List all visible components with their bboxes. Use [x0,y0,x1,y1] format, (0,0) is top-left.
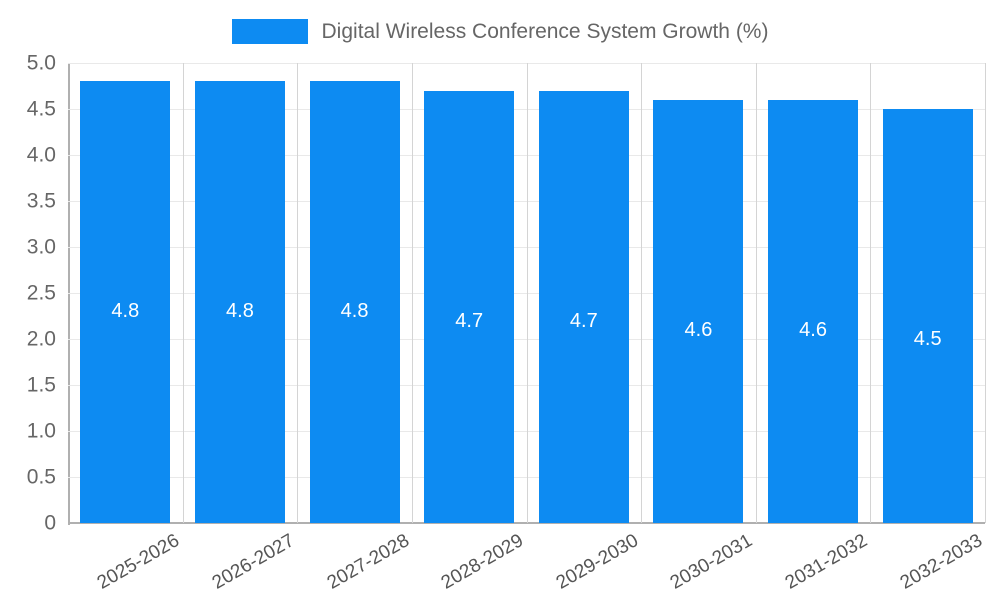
x-axis-tick-label: 2025-2026 [94,530,184,594]
y-axis-tick-label: 0 [44,511,56,535]
bar-value-label: 4.8 [226,300,254,323]
gridline-vertical [870,63,871,523]
y-axis-tick-label: 4.0 [26,143,56,167]
gridline-vertical [985,63,986,523]
bar[interactable]: 4.8 [80,81,171,523]
legend-color-swatch[interactable] [231,18,308,44]
y-axis-tick-label: 1.5 [26,373,56,397]
bar-value-label: 4.6 [799,318,827,341]
y-axis-tick-label: 3.5 [26,189,56,213]
gridline-horizontal [68,431,985,432]
bar[interactable]: 4.5 [882,109,973,523]
bar[interactable]: 4.8 [194,81,285,523]
plot-area: 4.8 4.8 4.8 4.7 4.7 4.6 4.6 4.5 [68,63,986,524]
gridline-horizontal [68,293,985,294]
bar[interactable]: 4.6 [653,99,744,523]
gridline-vertical [527,63,528,523]
x-axis-baseline [68,522,985,524]
bar-value-label: 4.7 [569,309,598,332]
y-axis-tick-label: 4.5 [26,97,56,121]
y-axis-line [68,63,70,525]
bar[interactable]: 4.8 [309,81,400,523]
chart-legend: Digital Wireless Conference System Growt… [0,14,1000,48]
gridline-horizontal [68,385,985,386]
bar[interactable]: 4.7 [538,90,629,523]
gridline-horizontal [68,155,985,156]
gridline-vertical [641,63,642,523]
gridline-vertical [183,63,184,523]
gridline-horizontal [68,339,985,340]
bar-value-label: 4.5 [913,328,942,350]
gridline-horizontal [68,247,985,248]
gridline-horizontal [68,477,985,478]
bar[interactable]: 4.7 [424,90,515,523]
bar-value-label: 4.7 [455,309,484,332]
gridline-horizontal [68,201,985,202]
gridline-vertical [297,63,298,523]
gridline-horizontal [68,63,985,64]
bar-value-label: 4.6 [684,318,713,341]
y-axis-tick-label: 1.0 [26,419,56,443]
y-axis-tick-label: 2.5 [26,281,56,305]
y-axis-tick-label: 5.0 [26,51,56,75]
y-axis-tick-label: 0.5 [26,465,56,489]
bar[interactable]: 4.6 [768,99,859,523]
bar-value-label: 4.8 [340,300,369,323]
y-axis-tick-label: 3.0 [26,235,56,259]
bar-value-label: 4.8 [111,300,140,323]
gridline-horizontal [68,109,985,110]
y-axis-tick-label: 2.0 [26,327,56,351]
legend-label: Digital Wireless Conference System Growt… [321,19,769,43]
gridline-vertical [412,63,413,523]
gridline-vertical [756,63,757,523]
